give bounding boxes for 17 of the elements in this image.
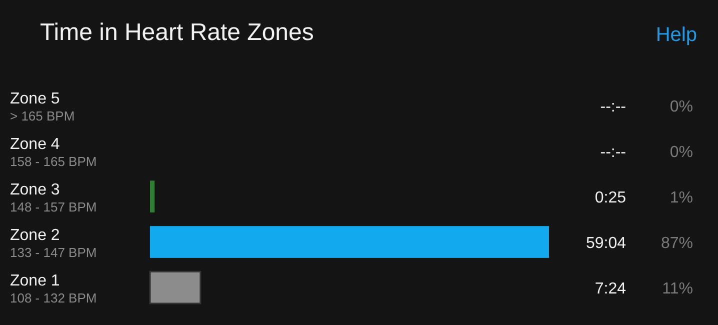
data-label: 1% [670, 190, 693, 206]
data-label: 0% [670, 144, 693, 161]
y-tick-label: Zone 1 108 - 132 BPM [10, 272, 97, 306]
data-label: 87% [660, 235, 693, 252]
y-tick-label: Zone 5 > 165 BPM [10, 90, 75, 124]
text: --:-- [600, 98, 626, 116]
text: 7:24 [594, 280, 626, 298]
chart-title: Time in Heart Rate Zones [40, 19, 314, 46]
y-tick-label: Zone 4 158 - 165 BPM [10, 136, 97, 169]
y-tick-label: Zone 3 148 - 157 BPM [10, 182, 97, 214]
text: 0:25 [594, 190, 626, 206]
text: Help [656, 24, 697, 46]
data-label: 11% [662, 280, 693, 298]
data-label: 0% [670, 98, 693, 116]
text: 59:04 [586, 235, 626, 252]
y-tick-label: Zone 2 133 - 147 BPM [10, 227, 97, 260]
text: --:-- [600, 144, 626, 161]
